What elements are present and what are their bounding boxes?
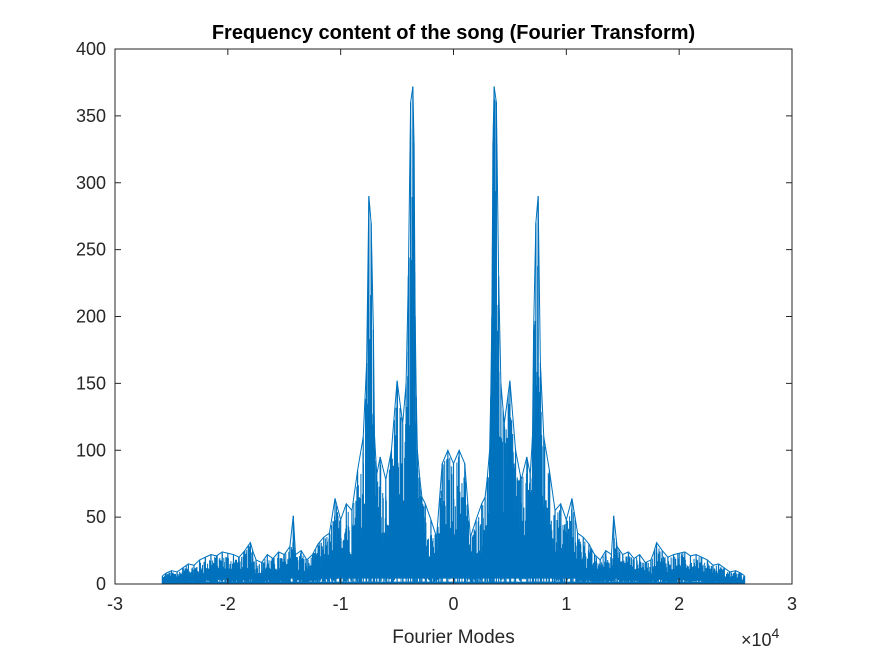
series-layer (161, 86, 746, 584)
y-tick-label: 350 (76, 106, 106, 126)
x-exponent-power: 4 (772, 625, 780, 641)
y-tick-label: 150 (76, 373, 106, 393)
chart-title: Frequency content of the song (Fourier T… (212, 22, 695, 44)
y-tick-label: 100 (76, 440, 106, 460)
y-tick-label: 400 (76, 39, 106, 59)
ticks-layer: -3 -2 -1 0 1 2 3 0 50 100 150 200 250 300 350 400 (76, 39, 797, 614)
x-exponent-label: ×104 (741, 625, 780, 650)
x-tick-label: 2 (674, 594, 684, 614)
x-exponent-base: ×10 (741, 630, 772, 650)
x-axis-label: Fourier Modes (392, 627, 515, 648)
y-tick-label: 200 (76, 307, 106, 327)
y-tick-label: 250 (76, 240, 106, 260)
x-tick-label: -3 (107, 594, 123, 614)
y-tick-label: 0 (96, 574, 106, 594)
y-tick-label: 300 (76, 173, 106, 193)
y-tick-label: 50 (86, 507, 106, 527)
x-tick-label: -1 (333, 594, 349, 614)
x-tick-label: 1 (561, 594, 571, 614)
x-tick-label: 3 (787, 594, 797, 614)
x-tick-label: 0 (448, 594, 458, 614)
x-tick-label: -2 (220, 594, 236, 614)
